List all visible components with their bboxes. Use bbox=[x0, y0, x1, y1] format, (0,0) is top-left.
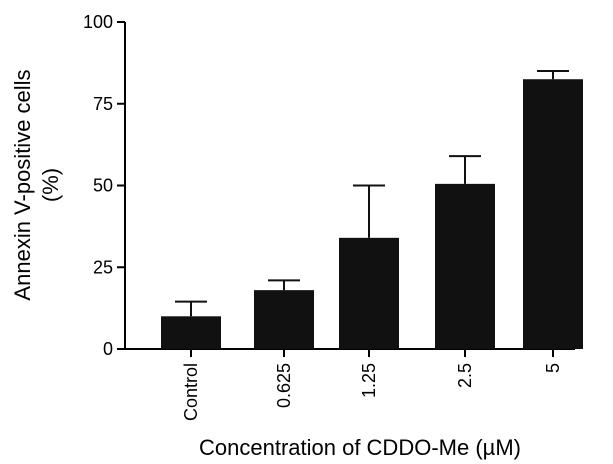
y-tick-label: 100 bbox=[83, 12, 113, 32]
bar-5 bbox=[523, 79, 583, 349]
x-axis: Control 0.625 1.25 2.5 5 bbox=[125, 348, 575, 421]
x-tick-label: Control bbox=[181, 363, 201, 421]
bars bbox=[161, 79, 583, 349]
y-tick-label: 50 bbox=[93, 176, 113, 196]
x-tick-label: 1.25 bbox=[359, 363, 379, 398]
bar-2.5 bbox=[435, 183, 495, 349]
bar-0.625 bbox=[254, 290, 314, 349]
x-tick-label: 5 bbox=[543, 363, 563, 373]
x-tick-label: 0.625 bbox=[274, 363, 294, 408]
y-tick-label: 25 bbox=[93, 257, 113, 277]
error-bar bbox=[449, 155, 481, 184]
error-bar bbox=[537, 70, 569, 80]
y-tick-label: 0 bbox=[103, 339, 113, 359]
error-bar bbox=[175, 300, 207, 317]
y-axis: 0 25 50 75 100 bbox=[83, 12, 126, 359]
y-axis-title-line-2: (%) bbox=[38, 168, 63, 202]
y-tick-label: 75 bbox=[93, 94, 113, 114]
error-bar bbox=[268, 279, 300, 291]
error-bar bbox=[353, 184, 385, 238]
error-bars bbox=[175, 70, 569, 317]
bar-1.25 bbox=[339, 237, 399, 349]
axis-titles: Annexin V-positive cells (%) Concentrati… bbox=[10, 69, 521, 460]
bar-Control bbox=[161, 316, 221, 349]
y-axis-title-line-1: Annexin V-positive cells bbox=[10, 69, 35, 300]
x-axis-title: Concentration of CDDO-Me (µM) bbox=[199, 435, 521, 460]
x-tick-label: 2.5 bbox=[455, 363, 475, 388]
